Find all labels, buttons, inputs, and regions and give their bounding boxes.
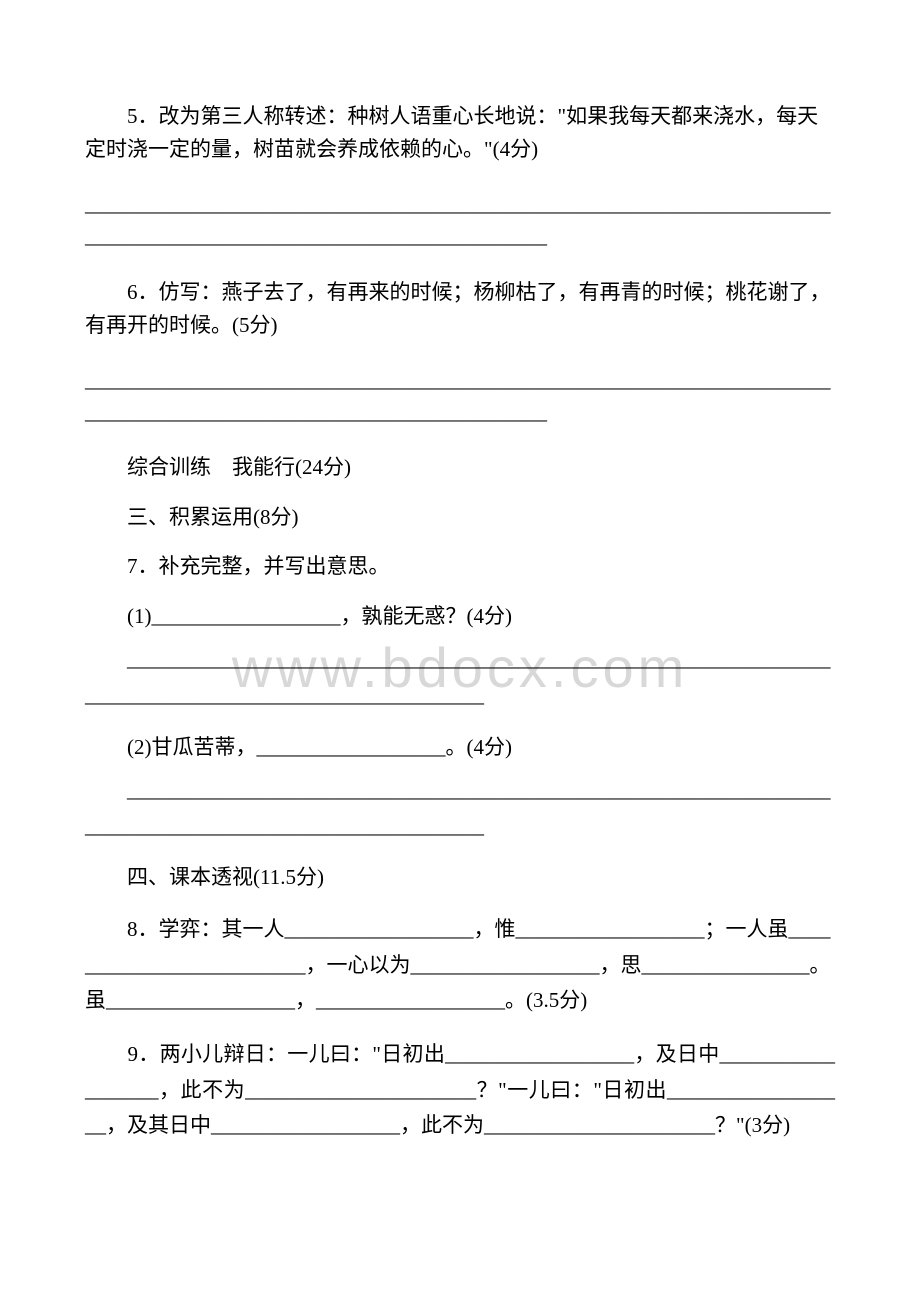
question-7-sub1: (1)__________________，孰能无惑？(4分) [85, 601, 835, 633]
question-6-blanks: ________________________________________… [85, 365, 835, 428]
section-three: 三、积累运用(8分) [85, 502, 835, 534]
question-9-text: 9．两小儿辩日：一儿曰："日初出__________________，及日中__… [85, 1037, 835, 1144]
question-6-text: 6．仿写：燕子去了，有再来的时候；杨柳枯了，有再青的时候；桃花谢了，有再开的时候… [85, 276, 835, 341]
question-5-blanks: ________________________________________… [85, 189, 835, 252]
document-content: 5．改为第三人称转述：种树人语重心长地说："如果我每天都来浇水，每天定时浇一定的… [85, 100, 835, 1144]
question-7-sub2: (2)甘瓜苦蒂，__________________。(4分) [85, 732, 835, 764]
section-comprehensive: 综合训练 我能行(24分) [85, 452, 835, 484]
question-7-sub1-blanks: ________________________________________… [85, 642, 835, 713]
question-5-text: 5．改为第三人称转述：种树人语重心长地说："如果我每天都来浇水，每天定时浇一定的… [85, 100, 835, 165]
section-four: 四、课本透视(11.5分) [85, 862, 835, 894]
question-7-text: 7．补充完整，并写出意思。 [85, 551, 835, 583]
question-7-sub2-blanks: ________________________________________… [85, 773, 835, 844]
question-8-text: 8．学弈：其一人__________________，惟____________… [85, 912, 835, 1019]
